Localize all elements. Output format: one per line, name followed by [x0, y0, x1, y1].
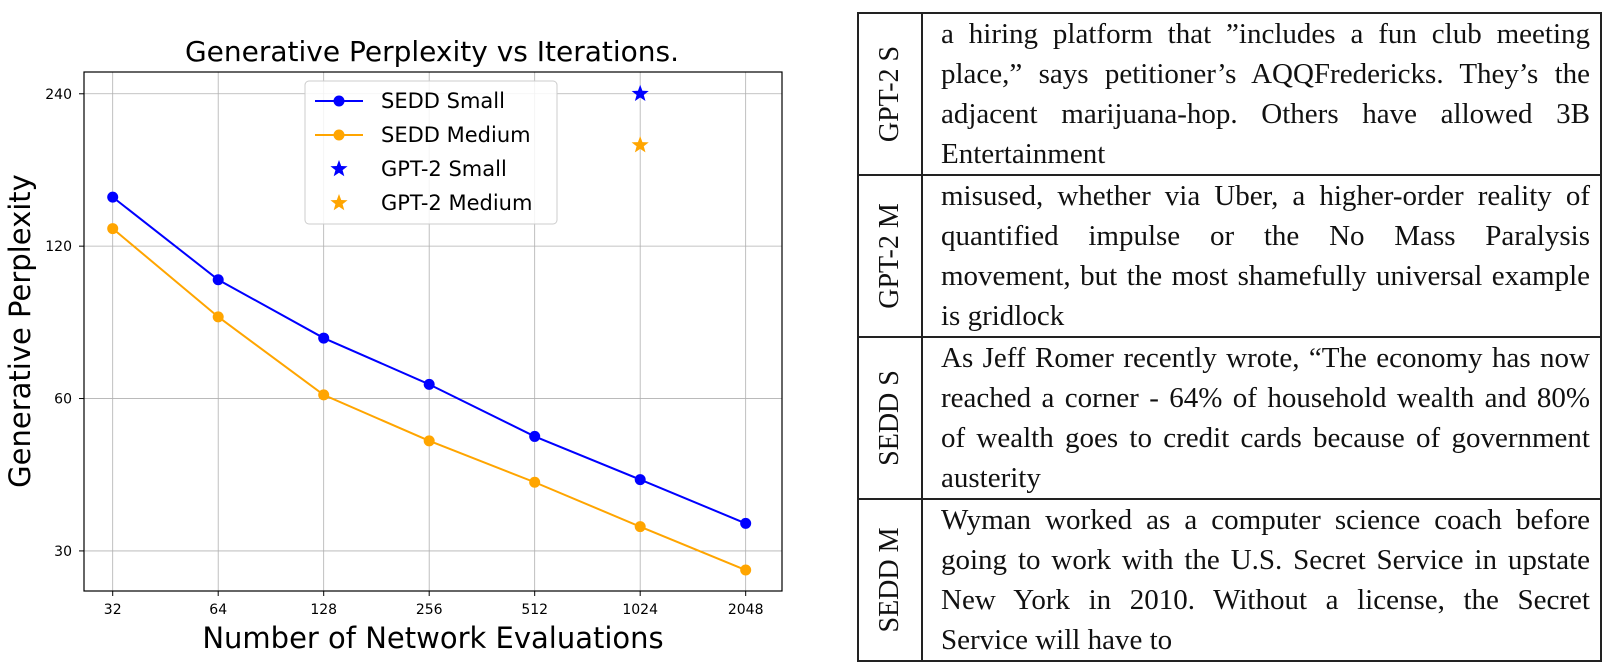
star-marker	[631, 84, 649, 102]
sample-text: As Jeff Romer recently wrote, “The econo…	[921, 336, 1602, 500]
sample-row-gpt2-small: GPT-2 S a hiring platform that ”includes…	[857, 12, 1602, 176]
x-tick-label: 2048	[728, 602, 764, 618]
data-point	[318, 332, 330, 344]
sample-label-cell: SEDD S	[857, 336, 923, 500]
y-tick-label: 30	[54, 544, 72, 560]
data-point	[740, 564, 752, 576]
data-point	[634, 521, 646, 533]
x-tick-label: 512	[521, 602, 548, 618]
samples-table: GPT-2 S a hiring platform that ”includes…	[857, 12, 1602, 662]
data-point	[740, 517, 752, 529]
data-point	[634, 474, 646, 486]
x-tick-label: 32	[104, 602, 122, 618]
y-tick-label: 240	[45, 87, 72, 103]
x-tick-label: 128	[310, 602, 337, 618]
sample-text: a hiring platform that ”includes a fun c…	[921, 12, 1602, 176]
legend-swatch-marker	[333, 129, 345, 141]
sample-text: misused, whether via Uber, a higher-orde…	[921, 174, 1602, 338]
legend-swatch-marker	[333, 95, 345, 107]
data-point	[318, 389, 330, 401]
chart-legend: SEDD Small SEDD Medium GPT-2 Small GPT-2 Me…	[304, 80, 558, 225]
sample-label: GPT-2 S	[874, 45, 905, 143]
plot-series	[107, 84, 752, 576]
sample-label-cell: GPT-2 S	[857, 12, 923, 176]
legend-label: GPT-2 Small	[381, 157, 507, 181]
sample-label-cell: GPT-2 M	[857, 174, 923, 338]
data-point	[423, 378, 435, 390]
x-axis-ticks: 32 64 128 256 512 1024 2048	[104, 591, 764, 618]
data-point	[529, 476, 541, 488]
data-point	[423, 435, 435, 447]
data-point	[212, 311, 224, 323]
data-point	[529, 430, 541, 442]
perplexity-chart: Generative Perplexity vs Iterations. 32 6…	[3, 35, 783, 655]
sample-text: Wyman worked as a computer science coach…	[921, 498, 1602, 662]
legend-label: GPT-2 Medium	[381, 191, 532, 215]
legend-box	[304, 80, 558, 225]
legend-swatch-star	[330, 160, 348, 177]
sample-label: SEDD S	[874, 370, 905, 466]
data-point	[107, 223, 119, 235]
legend-label: SEDD Small	[381, 89, 505, 113]
plot-frame	[83, 71, 783, 592]
sample-label-cell: SEDD M	[857, 498, 923, 662]
sample-label: GPT-2 M	[874, 203, 905, 309]
y-tick-label: 120	[45, 239, 72, 255]
sample-row-sedd-medium: SEDD M Wyman worked as a computer scienc…	[857, 498, 1602, 662]
y-axis-ticks: 30 60 120 240	[45, 87, 84, 560]
star-marker	[631, 136, 649, 153]
data-point	[212, 274, 224, 286]
sample-row-sedd-small: SEDD S As Jeff Romer recently wrote, “Th…	[857, 336, 1602, 500]
legend-swatch-star	[330, 194, 348, 211]
y-tick-label: 60	[54, 392, 72, 408]
x-tick-label: 256	[416, 602, 443, 618]
chart-title: Generative Perplexity vs Iterations.	[185, 35, 679, 68]
y-axis-label: Generative Perplexity	[3, 174, 37, 488]
sample-label: SEDD M	[874, 527, 905, 633]
x-tick-label: 1024	[622, 602, 658, 618]
sample-row-gpt2-medium: GPT-2 M misused, whether via Uber, a hig…	[857, 174, 1602, 338]
data-point	[107, 191, 119, 203]
x-axis-label: Number of Network Evaluations	[202, 621, 663, 655]
x-tick-label: 64	[209, 602, 227, 618]
legend-label: SEDD Medium	[381, 123, 531, 147]
